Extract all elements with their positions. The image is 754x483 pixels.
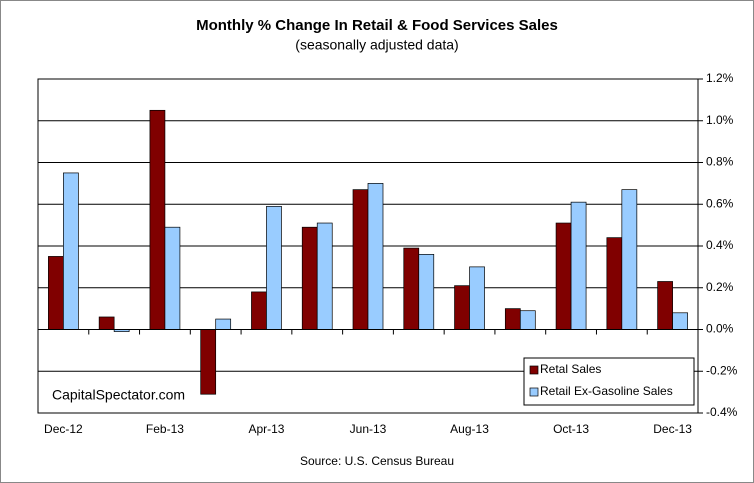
y-tick-label: 0.8% xyxy=(706,155,734,169)
bar xyxy=(418,254,435,330)
y-tick-label: -0.2% xyxy=(706,363,738,377)
legend-swatch xyxy=(529,387,539,397)
bar xyxy=(606,237,623,330)
y-tick-label: 1.2% xyxy=(706,71,734,85)
x-tick-label: Oct-13 xyxy=(553,422,589,436)
bar xyxy=(555,222,572,330)
chart-title: Monthly % Change In Retail & Food Servic… xyxy=(196,17,558,34)
bar xyxy=(454,285,470,330)
bar xyxy=(469,266,485,330)
chart-subtitle: (seasonally adjusted data) xyxy=(295,37,458,53)
watermark: CapitalSpectator.com xyxy=(52,387,185,403)
bar xyxy=(367,183,384,330)
bar xyxy=(200,329,217,395)
bar xyxy=(621,189,638,330)
x-tick-label: Feb-13 xyxy=(146,422,184,436)
bar xyxy=(657,281,673,330)
bar xyxy=(301,226,318,330)
bar xyxy=(48,256,64,330)
legend-label: Retail Ex-Gasoline Sales xyxy=(540,384,673,398)
legend-label: Retal Sales xyxy=(540,362,601,376)
bar xyxy=(164,226,181,330)
source-note: Source: U.S. Census Bureau xyxy=(300,454,454,468)
x-tick-label: Aug-13 xyxy=(450,422,489,436)
bar xyxy=(316,222,333,330)
bar xyxy=(251,291,267,330)
y-tick-label: 1.0% xyxy=(706,113,734,127)
y-tick-label: 0.4% xyxy=(706,238,734,252)
legend-box xyxy=(523,357,695,406)
y-tick-label: 0.6% xyxy=(706,196,734,210)
bar xyxy=(149,109,166,330)
bar xyxy=(215,318,232,330)
bar xyxy=(403,247,420,330)
y-tick-label: 0.0% xyxy=(706,322,734,336)
x-tick-label: Apr-13 xyxy=(248,422,284,436)
x-tick-label: Dec-13 xyxy=(653,422,692,436)
bar xyxy=(570,201,587,330)
x-tick-label: Jun-13 xyxy=(350,422,387,436)
y-tick-label: -0.4% xyxy=(706,405,738,419)
bar xyxy=(504,308,521,330)
bar xyxy=(98,316,115,330)
legend-swatch xyxy=(529,365,539,375)
bar xyxy=(63,172,79,330)
x-tick-label: Dec-12 xyxy=(44,422,83,436)
y-tick-label: 0.2% xyxy=(706,280,734,294)
bar xyxy=(672,312,688,330)
bar xyxy=(266,205,282,330)
bar xyxy=(352,189,369,330)
bar xyxy=(519,310,536,330)
